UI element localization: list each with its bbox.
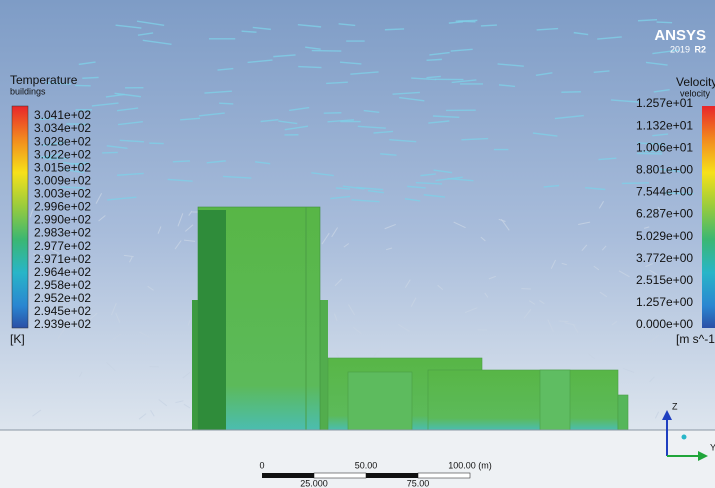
legend-title: Temperature [10, 73, 78, 87]
scale-label: 75.00 [407, 478, 430, 488]
axis-label: Z [672, 401, 678, 411]
flow-arrow [298, 67, 321, 68]
building-shadow [198, 210, 226, 430]
legend-label: 3.009e+02 [34, 173, 91, 187]
viewport: ANSYS 2019 R2 Temperature buildings [K] … [0, 0, 715, 488]
legend-label: 2.977e+02 [34, 239, 91, 253]
logo-version: 2019 [670, 44, 690, 54]
legend-unit: [K] [10, 332, 25, 346]
flow-arrow [82, 77, 98, 78]
scale-segment [314, 473, 366, 478]
legend-label: 2.939e+02 [34, 317, 91, 331]
legend-subtitle: buildings [10, 86, 46, 96]
scale-label: 25.000 [300, 478, 328, 488]
ground-background [0, 430, 715, 488]
legend-label: 3.041e+02 [34, 108, 91, 122]
legend-label: 5.029e+00 [636, 229, 693, 243]
flow-arrow [456, 20, 478, 21]
legend-label: 2.996e+02 [34, 200, 91, 214]
legend-label: 8.801e+00 [636, 162, 693, 176]
axis-x-dot [682, 435, 687, 440]
legend-label: 0.000e+00 [636, 317, 693, 331]
legend-label: 7.544e+00 [636, 185, 693, 199]
flow-arrow [657, 22, 673, 23]
axis-label: Y [710, 442, 715, 452]
legend-label: 2.952e+02 [34, 291, 91, 305]
flow-arrow [559, 321, 569, 322]
legend-label: 1.132e+01 [636, 118, 693, 132]
color-bar [12, 106, 28, 328]
legend-unit: [m s^-1] [676, 332, 715, 346]
legend-label: 1.257e+01 [636, 96, 693, 110]
low-building [348, 372, 412, 430]
legend-label: 2.983e+02 [34, 226, 91, 240]
logo-release: R2 [694, 44, 706, 54]
scale-segment [418, 473, 470, 478]
flow-arrow [481, 25, 497, 26]
flow-arrow [427, 59, 442, 60]
low-building [540, 370, 570, 430]
legend-label: 2.971e+02 [34, 252, 91, 266]
legend-label: 6.287e+00 [636, 207, 693, 221]
low-building [618, 395, 628, 430]
scale-segment [262, 473, 314, 478]
flow-arrow [622, 183, 649, 184]
legend-title: Velocity [676, 75, 715, 89]
flow-arrow [173, 161, 190, 162]
color-bar [702, 106, 715, 328]
legend-label: 3.772e+00 [636, 251, 693, 265]
legend-label: 3.003e+02 [34, 187, 91, 201]
flow-arrow [219, 103, 233, 104]
legend-label: 3.015e+02 [34, 160, 91, 174]
legend-label: 2.964e+02 [34, 265, 91, 279]
legend-label: 3.034e+02 [34, 121, 91, 135]
scale-label: 0 [259, 460, 264, 470]
legend-label: 1.257e+00 [636, 295, 693, 309]
low-building [428, 370, 618, 430]
logo-brand: ANSYS [654, 27, 706, 44]
legend-label: 2.515e+00 [636, 273, 693, 287]
building-wing [320, 300, 328, 430]
legend-label: 1.006e+01 [636, 140, 693, 154]
flow-arrow [385, 29, 404, 30]
page: ANSYS 2019 R2 Temperature buildings [K] … [0, 0, 715, 488]
legend-label: 2.958e+02 [34, 278, 91, 292]
scale-segment [366, 473, 418, 478]
scale-label: 50.00 [355, 460, 378, 470]
legend-label: 3.028e+02 [34, 134, 91, 148]
legend-label: 2.945e+02 [34, 304, 91, 318]
scale-label: 100.00 (m) [448, 460, 492, 470]
legend-label: 2.990e+02 [34, 213, 91, 227]
legend-label: 3.022e+02 [34, 147, 91, 161]
